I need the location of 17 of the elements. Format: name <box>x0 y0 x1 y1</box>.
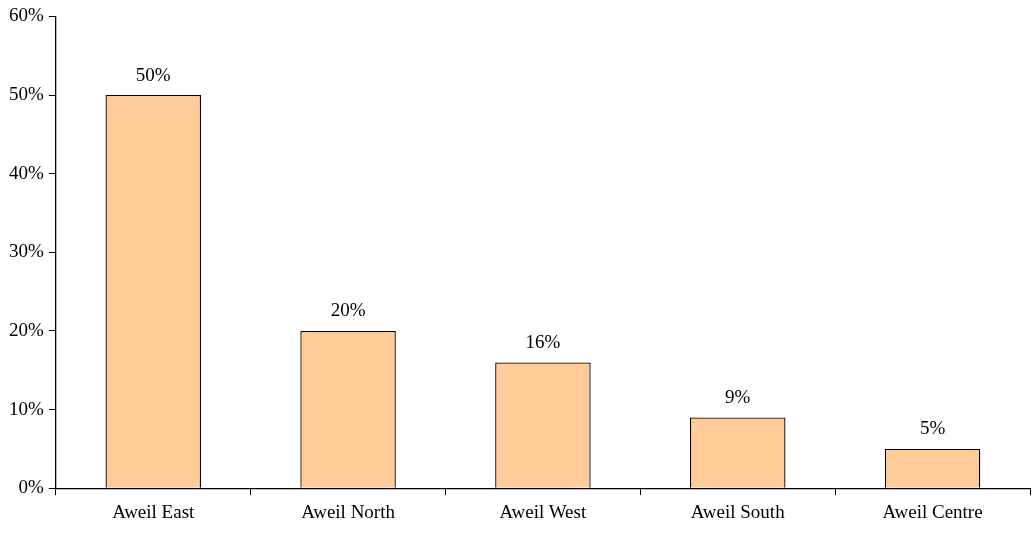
y-tick-label: 20% <box>9 318 44 340</box>
x-tick-label: Aweil East <box>112 500 196 522</box>
x-tick-label: Aweil Centre <box>882 500 983 522</box>
x-tick-label: Aweil South <box>690 500 786 522</box>
x-tick-label: Aweil North <box>301 500 396 522</box>
y-tick-label: 40% <box>9 161 44 183</box>
data-label: 20% <box>330 299 366 321</box>
y-tick-label: 0% <box>18 476 44 498</box>
y-tick-label: 60% <box>9 4 44 26</box>
y-tick-label: 50% <box>9 83 44 105</box>
x-tick-label: Aweil West <box>499 500 587 522</box>
y-tick-label: 30% <box>9 240 44 262</box>
data-label: 50% <box>135 63 171 85</box>
data-label: 5% <box>919 417 946 439</box>
data-label: 9% <box>725 385 751 407</box>
data-label: 16% <box>525 330 561 352</box>
y-tick-label: 10% <box>9 397 44 419</box>
